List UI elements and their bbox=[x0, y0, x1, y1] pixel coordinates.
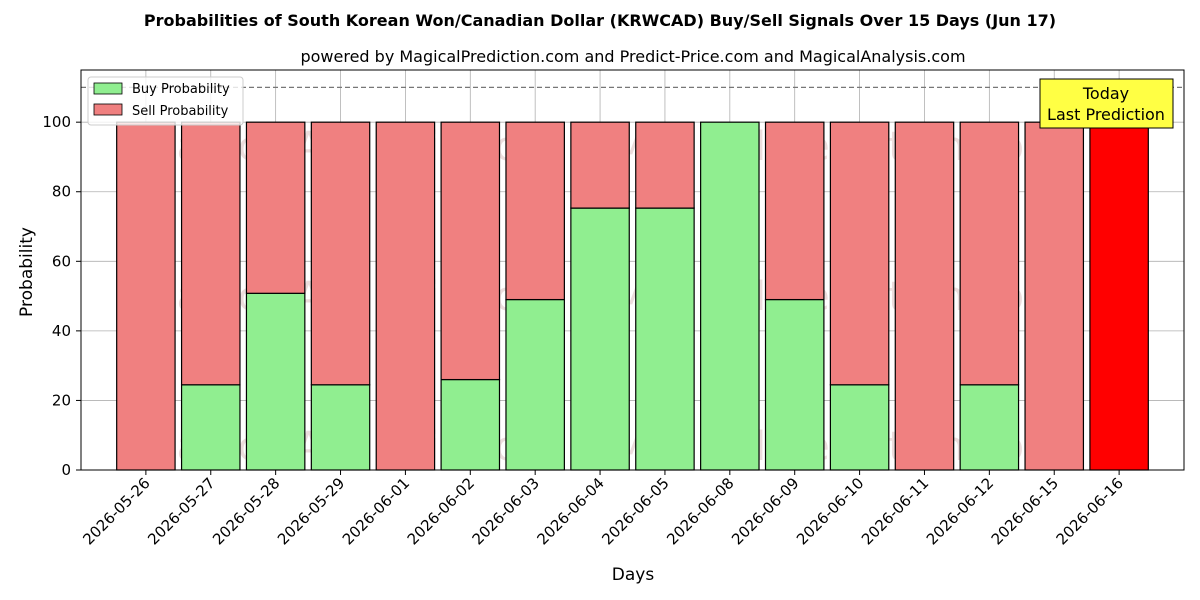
buy-bar bbox=[310, 384, 371, 471]
y-ticks: 0 20 40 60 80 100 bbox=[42, 113, 81, 479]
annotation-line-1: Today bbox=[1082, 84, 1129, 103]
legend-swatch-buy bbox=[93, 82, 123, 95]
sell-bar bbox=[959, 121, 1020, 386]
x-tick-label: 2026-06-04 bbox=[534, 474, 608, 548]
x-tick-label: 2026-06-02 bbox=[404, 474, 478, 548]
buy-bar bbox=[764, 298, 825, 471]
x-tick-label: 2026-06-15 bbox=[988, 474, 1062, 548]
x-tick-label: 2026-06-16 bbox=[1053, 474, 1127, 548]
sell-bar bbox=[505, 121, 565, 301]
buy-bar bbox=[635, 207, 695, 471]
buy-bar bbox=[570, 207, 630, 471]
y-tick-label: 0 bbox=[61, 461, 71, 479]
x-tick-label: 2026-06-08 bbox=[663, 474, 737, 548]
legend-frame bbox=[87, 76, 244, 126]
legend-swatch-sell bbox=[93, 103, 123, 116]
chart-title: Probabilities of South Korean Won/Canadi… bbox=[144, 11, 1056, 30]
y-tick-label: 20 bbox=[52, 391, 71, 409]
x-tick-label: 2026-06-11 bbox=[858, 474, 932, 548]
x-axis-label: Days bbox=[612, 565, 655, 585]
buy-bar bbox=[505, 298, 565, 471]
sell-bar bbox=[310, 121, 371, 386]
annotation-line-2: Last Prediction bbox=[1047, 105, 1165, 124]
sell-bar bbox=[180, 121, 241, 386]
x-tick-label: 2026-05-26 bbox=[79, 474, 153, 548]
y-axis-label: Probability bbox=[17, 227, 37, 317]
x-tick-label: 2026-05-27 bbox=[144, 474, 218, 548]
sell-bar bbox=[635, 121, 695, 209]
legend: Buy Probability Sell Probability bbox=[87, 76, 244, 126]
sell-bar bbox=[375, 121, 436, 471]
buy-bar bbox=[700, 121, 760, 471]
x-tick-label: 2026-06-05 bbox=[598, 474, 672, 548]
sell-bar bbox=[440, 121, 501, 381]
sell-bar bbox=[116, 121, 176, 471]
axes bbox=[80, 69, 1185, 471]
buy-bar bbox=[180, 384, 241, 471]
sell-bar bbox=[245, 121, 306, 294]
buy-bar bbox=[440, 378, 501, 471]
legend-label-buy: Buy Probability bbox=[132, 82, 230, 97]
chart-subtitle: powered by MagicalPrediction.com and Pre… bbox=[300, 47, 965, 66]
y-tick-label: 80 bbox=[52, 183, 71, 201]
x-tick-label: 2026-06-09 bbox=[728, 474, 802, 548]
x-tick-label: 2026-05-28 bbox=[209, 474, 283, 548]
x-tick-label: 2026-06-10 bbox=[793, 474, 867, 548]
y-tick-label: 100 bbox=[42, 113, 71, 131]
x-tick-label: 2026-06-12 bbox=[923, 474, 997, 548]
buy-bar bbox=[829, 384, 890, 471]
x-tick-label: 2026-06-03 bbox=[469, 474, 543, 548]
sell-bar bbox=[1089, 121, 1149, 471]
sell-bar bbox=[764, 121, 825, 301]
buy-bar bbox=[245, 292, 306, 471]
x-tick-label: 2026-05-29 bbox=[274, 474, 348, 548]
y-tick-label: 60 bbox=[52, 252, 71, 270]
bars bbox=[116, 121, 1149, 471]
sell-bar bbox=[1024, 121, 1085, 471]
y-tick-label: 40 bbox=[52, 322, 71, 340]
plot-frame bbox=[80, 69, 1185, 471]
today-annotation: Today Last Prediction bbox=[1039, 78, 1174, 129]
x-ticks: 2026-05-262026-05-272026-05-282026-05-29… bbox=[79, 470, 1127, 548]
sell-bar bbox=[829, 121, 890, 386]
sell-bar bbox=[570, 121, 630, 209]
legend-label-sell: Sell Probability bbox=[132, 104, 229, 119]
buy-bar bbox=[959, 384, 1020, 471]
x-tick-label: 2026-06-01 bbox=[339, 474, 413, 548]
sell-bar bbox=[894, 121, 955, 471]
annotation-box bbox=[1039, 78, 1174, 129]
